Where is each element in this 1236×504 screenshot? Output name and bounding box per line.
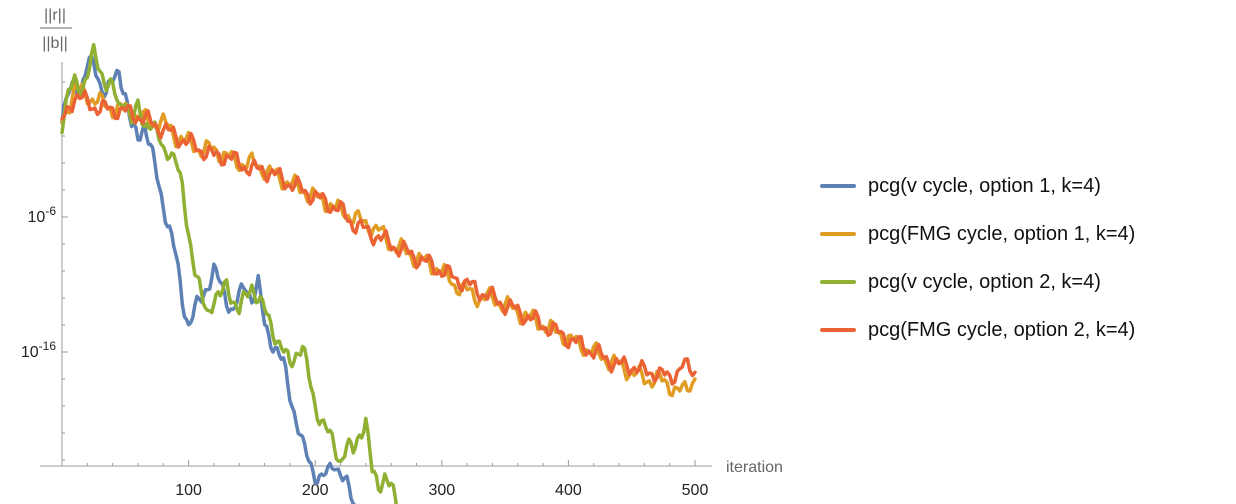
legend-swatch [820, 328, 856, 332]
axes: 100 200 300 400 500 10-6 10-16 [21, 62, 712, 499]
y-axis-label-numerator: ||r|| [44, 7, 66, 24]
series-line-1 [60, 53, 357, 504]
x-tick-label: 400 [555, 482, 582, 499]
y-axis-label-denominator: ||b|| [42, 35, 68, 52]
x-tick-label: 200 [302, 482, 329, 499]
series-line-3 [60, 42, 398, 504]
x-tick-label: 500 [682, 482, 709, 499]
legend-item: pcg(v cycle, option 1, k=4) [820, 162, 1135, 210]
legend-label: pcg(FMG cycle, option 1, k=4) [868, 222, 1136, 245]
series-line-4 [60, 89, 697, 386]
x-tick-label: 100 [175, 482, 202, 499]
legend-swatch [820, 232, 856, 236]
legend-swatch [820, 184, 856, 188]
legend: pcg(v cycle, option 1, k=4) pcg(FMG cycl… [820, 162, 1135, 354]
legend-swatch [820, 280, 856, 284]
series-layer [60, 42, 697, 504]
legend-label: pcg(v cycle, option 1, k=4) [868, 174, 1101, 197]
legend-item: pcg(v cycle, option 2, k=4) [820, 258, 1135, 306]
x-axis-label: iteration [726, 459, 783, 476]
legend-item: pcg(FMG cycle, option 1, k=4) [820, 210, 1135, 258]
legend-label: pcg(FMG cycle, option 2, k=4) [868, 318, 1136, 341]
legend-label: pcg(v cycle, option 2, k=4) [868, 270, 1101, 293]
y-tick-label: 10-16 [21, 339, 56, 361]
axis-labels: ||r|| ||b|| iteration [40, 7, 783, 476]
x-tick-label: 300 [428, 482, 455, 499]
legend-item: pcg(FMG cycle, option 2, k=4) [820, 306, 1135, 354]
y-tick-label: 10-6 [28, 204, 57, 226]
